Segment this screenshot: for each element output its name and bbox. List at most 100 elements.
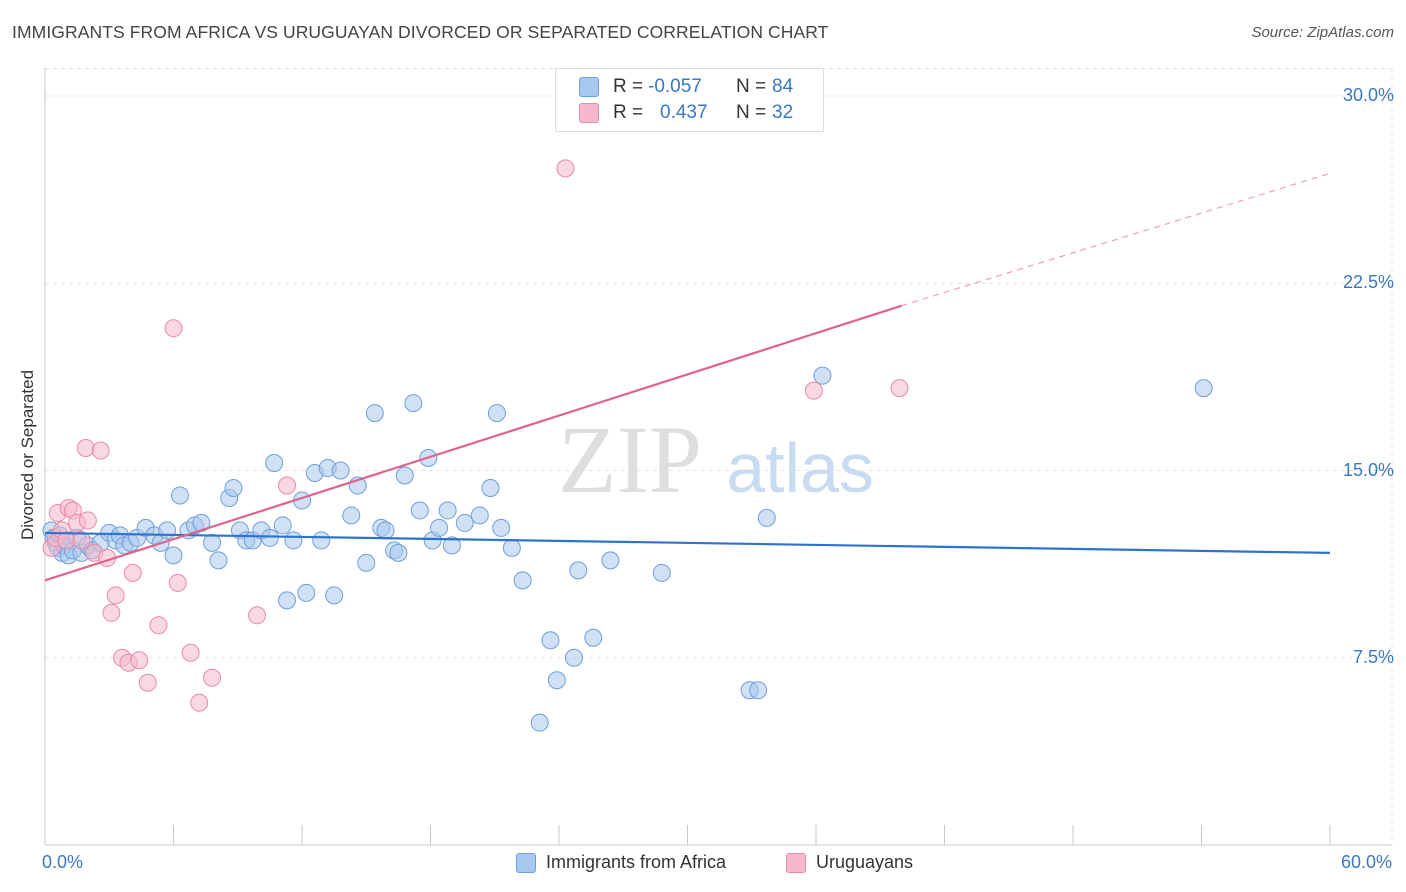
stats-r-label: R = [613, 76, 644, 97]
x-tick-label-min: 0.0% [42, 852, 84, 872]
uruguayan-point [168, 573, 187, 592]
africa-point [541, 631, 560, 650]
trend-layer [44, 172, 1331, 582]
stats-r-value: 0.437 [660, 102, 708, 123]
africa-point [389, 543, 408, 562]
legend-label: Immigrants from Africa [546, 852, 727, 872]
africa-trendline [44, 531, 1331, 554]
uruguayan-point [76, 439, 95, 458]
legend-label: Uruguayans [816, 852, 914, 872]
uruguayan-point [190, 693, 209, 712]
africa-point [325, 586, 344, 605]
stats-r-label: R = [613, 102, 644, 123]
africa-point [209, 551, 228, 570]
source-credit: Source: ZipAtlas.com [1251, 24, 1394, 41]
africa-point [584, 628, 603, 647]
africa-point [284, 531, 303, 550]
uruguayan-point [138, 673, 157, 692]
africa-point [278, 591, 297, 610]
africa-point [601, 551, 620, 570]
africa-point [170, 486, 189, 505]
africa-point [365, 404, 384, 423]
africa-point [331, 461, 350, 480]
stats-n-value: 32 [772, 102, 794, 123]
stats-box: R = -0.057 N = 84 R = 0.437 N = 32 [555, 68, 824, 132]
legend: Immigrants from Africa Uruguayans [0, 852, 1406, 878]
africa-point [430, 518, 449, 537]
watermark-zip: ZIP [558, 406, 702, 513]
africa-point [438, 501, 457, 520]
africa-point [1194, 379, 1213, 398]
uruguayan-point [890, 379, 909, 398]
y-tick-label: 22.5% [1342, 272, 1394, 293]
africa-point [192, 513, 211, 532]
stats-swatch-blue [579, 77, 599, 97]
watermark: ZIP atlas [558, 406, 874, 513]
africa-point [455, 513, 474, 532]
uruguayan-point [106, 586, 125, 605]
uruguayan-point [123, 563, 142, 582]
africa-point [513, 571, 532, 590]
uruguayan-point [164, 319, 183, 338]
uruguayan-point [102, 603, 121, 622]
africa-point [395, 466, 414, 485]
africa-point [297, 583, 316, 602]
africa-point [342, 506, 361, 525]
axis-layer [44, 68, 1392, 846]
africa-point [273, 516, 292, 535]
africa-point [749, 681, 768, 700]
legend-item-uruguayans[interactable]: Uruguayans [786, 852, 913, 873]
uruguayan-trendline [44, 304, 903, 582]
africa-point [569, 561, 588, 580]
africa-point [530, 713, 549, 732]
africa-point [487, 404, 506, 423]
stats-r-value: -0.057 [648, 76, 702, 97]
uruguayan-point [57, 531, 76, 550]
africa-point [265, 454, 284, 473]
y-axis-title: Divorced or Separated [18, 369, 37, 541]
uruguayan-point [130, 651, 149, 670]
y-tick-label: 15.0% [1342, 459, 1394, 480]
africa-point [224, 478, 243, 497]
stats-row-blue: R = -0.057 N = 84 [556, 73, 823, 101]
africa-point [442, 536, 461, 555]
africa-point [312, 531, 331, 550]
y-tick-label: 30.0% [1342, 85, 1394, 105]
africa-point [404, 394, 423, 413]
legend-swatch-blue [516, 852, 536, 873]
stats-swatch-pink [579, 103, 599, 123]
africa-point [492, 518, 511, 537]
africa-point [260, 528, 279, 547]
africa-point [757, 508, 776, 527]
uruguayan-point [556, 159, 575, 178]
stats-row-pink: R = 0.437 N = 32 [556, 99, 823, 127]
stats-n-label: N = [736, 76, 767, 97]
africa-point [203, 533, 222, 552]
africa-point [164, 546, 183, 565]
stats-n-value: 84 [772, 76, 794, 97]
africa-point [470, 506, 489, 525]
uruguayan-point [203, 668, 222, 687]
uruguayan-point [804, 381, 823, 400]
africa-point [410, 501, 429, 520]
africa-point [564, 648, 583, 667]
uruguayan-point [91, 441, 110, 460]
africa-point [813, 366, 832, 385]
uruguayan-point [181, 643, 200, 662]
uruguayan-trendline-extension [901, 172, 1331, 307]
legend-item-africa[interactable]: Immigrants from Africa [516, 852, 726, 873]
africa-point [502, 538, 521, 557]
uruguayan-point [278, 476, 297, 495]
africa-point [652, 563, 671, 582]
grid-layer [45, 68, 1393, 845]
africa-point [547, 671, 566, 690]
chart-title: IMMIGRANTS FROM AFRICA VS URUGUAYAN DIVO… [12, 22, 829, 42]
uruguayan-point [72, 531, 91, 550]
uruguayan-point [149, 616, 168, 635]
y-tick-label: 7.5% [1352, 646, 1394, 667]
stats-n-label: N = [736, 102, 767, 123]
watermark-atlas: atlas [726, 429, 874, 507]
africa-point [481, 478, 500, 497]
x-tick-label-max: 60.0% [1340, 852, 1392, 872]
